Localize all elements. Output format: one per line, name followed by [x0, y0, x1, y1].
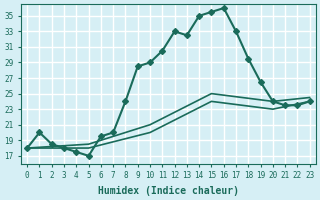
X-axis label: Humidex (Indice chaleur): Humidex (Indice chaleur)	[98, 186, 239, 196]
